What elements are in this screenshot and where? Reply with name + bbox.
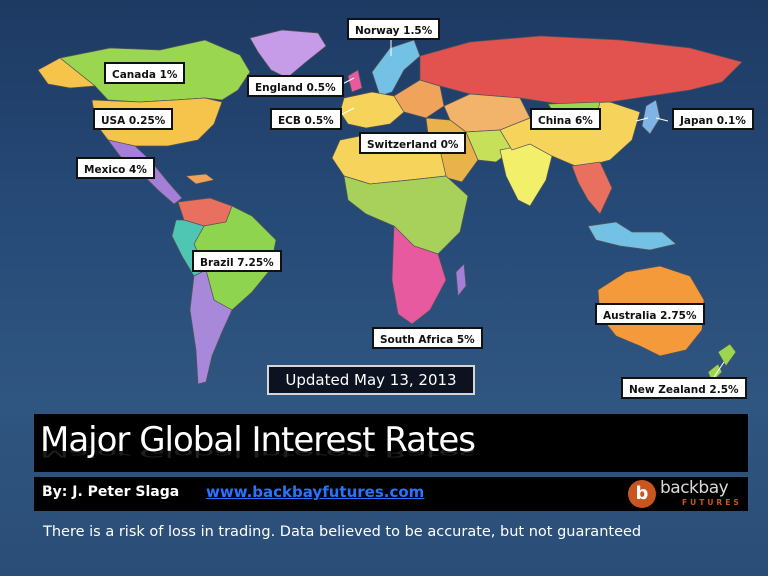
website-link[interactable]: www.backbayfutures.com (206, 483, 425, 501)
indonesia (587, 221, 677, 251)
label-canada: Canada 1% (104, 62, 186, 84)
uk (347, 69, 363, 93)
updated-date: Updated May 13, 2013 (267, 365, 475, 395)
title-bar: Major Global Interest Rates Major Global… (34, 414, 748, 472)
page-title: Major Global Interest Rates (40, 420, 476, 460)
label-new-zealand: New Zealand 2.5% (621, 377, 747, 399)
backbay-logo: b backbay FUTURES (624, 478, 744, 509)
title-reflection: Major Global Interest Rates (40, 446, 475, 460)
greenland (249, 29, 327, 79)
label-switzerland: Switzerland 0% (359, 132, 467, 154)
logo-letter: b (635, 483, 649, 504)
alaska (37, 57, 96, 89)
africa-central (343, 175, 469, 255)
label-mexico: Mexico 4% (76, 157, 155, 179)
india (499, 143, 553, 207)
logo-circle-icon (628, 480, 656, 508)
byline-bar: By: J. Peter Slaga www.backbayfutures.co… (34, 477, 748, 511)
label-australia: Australia 2.75% (595, 303, 705, 325)
label-japan: Japan 0.1% (672, 108, 754, 130)
logo-subtitle: FUTURES (682, 498, 742, 507)
africa-south (391, 225, 447, 325)
western-europe (339, 91, 405, 129)
author-name: By: J. Peter Slaga (42, 484, 180, 500)
label-england: England 0.5% (247, 75, 344, 97)
madagascar (455, 263, 467, 297)
russia (419, 35, 743, 105)
southeast-asia (571, 161, 613, 215)
disclaimer: There is a risk of loss in trading. Data… (43, 524, 642, 540)
label-south-africa: South Africa 5% (372, 327, 483, 349)
label-brazil: Brazil 7.25% (192, 250, 282, 272)
south-america-south (189, 269, 233, 385)
label-china: China 6% (530, 108, 601, 130)
caribbean (185, 173, 215, 185)
logo-name: backbay (660, 478, 729, 498)
label-norway: Norway 1.5% (347, 18, 441, 40)
label-usa: USA 0.25% (93, 108, 174, 130)
japan-country (641, 99, 661, 135)
label-ecb: ECB 0.5% (270, 108, 342, 130)
